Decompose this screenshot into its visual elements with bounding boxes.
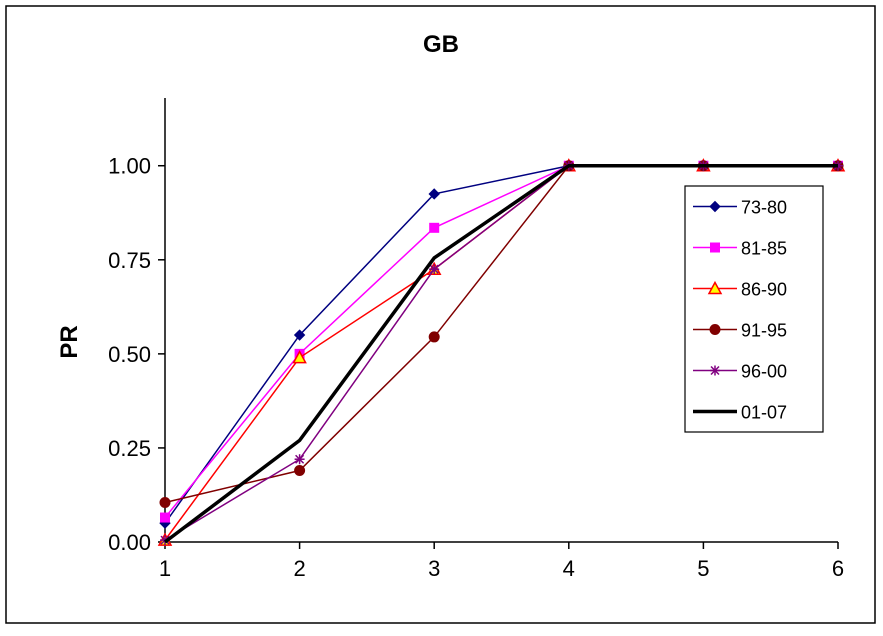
star-marker — [710, 365, 720, 376]
legend-item: 73-80 — [693, 198, 787, 218]
legend-label: 86-90 — [741, 280, 787, 300]
legend: 73-80 81-85 86-90 91-95 96-00 01-07 — [684, 185, 824, 433]
legend-item: 01-07 — [693, 403, 787, 423]
star-marker — [294, 454, 305, 465]
diamond-marker — [709, 200, 721, 213]
diamond-marker — [428, 188, 440, 200]
series-group — [157, 158, 846, 546]
star-marker — [429, 264, 440, 275]
legend-label: 96-00 — [741, 362, 787, 382]
y-axis-label: PR — [56, 325, 83, 358]
y-tick-label: 1.00 — [108, 154, 151, 179]
legend-item: 96-00 — [693, 362, 787, 382]
square-marker — [710, 242, 720, 253]
legend-item: 91-95 — [693, 321, 787, 341]
y-tick-label: 0.50 — [108, 342, 151, 367]
series-01-07 — [163, 163, 838, 544]
y-tick-label: 0.00 — [108, 530, 151, 555]
circle-marker — [159, 496, 171, 508]
circle-marker — [294, 465, 306, 477]
legend-label: 01-07 — [741, 403, 787, 423]
square-marker — [429, 222, 440, 233]
triangle-marker — [292, 350, 307, 364]
axes: 0.00 0.25 0.50 0.75 1.00 1 2 3 4 5 6 — [108, 98, 844, 581]
chart-title: GB — [423, 31, 459, 58]
x-tick-label: 3 — [428, 556, 440, 581]
square-marker — [160, 512, 170, 523]
x-tick-label: 2 — [293, 556, 305, 581]
x-tick-label: 5 — [697, 556, 709, 581]
legend-label: 81-85 — [741, 239, 787, 259]
triangle-marker — [707, 280, 723, 295]
legend-box — [684, 185, 824, 433]
circle-marker — [709, 324, 721, 335]
x-tick-label: 6 — [832, 556, 844, 581]
legend-label: 91-95 — [741, 321, 787, 341]
legend-item: 86-90 — [693, 280, 787, 300]
legend-item: 81-85 — [693, 239, 787, 259]
x-tick-label: 1 — [159, 556, 171, 581]
series-line — [163, 163, 838, 544]
diamond-marker — [293, 329, 306, 341]
legend-label: 73-80 — [741, 198, 787, 218]
y-tick-label: 0.75 — [108, 248, 151, 273]
y-tick-label: 0.25 — [108, 436, 151, 461]
x-tick-label: 4 — [563, 556, 575, 581]
circle-marker — [428, 331, 440, 343]
